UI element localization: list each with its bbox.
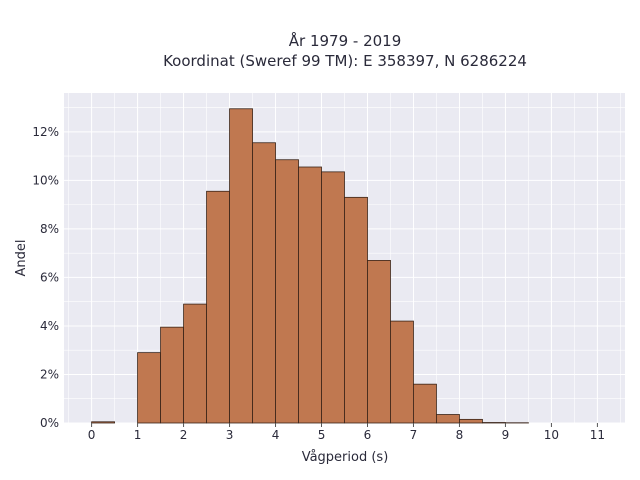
x-tick-label: 2 — [180, 428, 188, 442]
chart-title: År 1979 - 2019 — [289, 31, 402, 50]
x-tick-label: 11 — [590, 428, 605, 442]
histogram-bar — [459, 418, 483, 424]
histogram-bar — [229, 108, 253, 424]
histogram-bar — [298, 166, 322, 424]
bars — [91, 108, 529, 424]
y-axis-label: Andel — [14, 240, 29, 277]
x-tick-label: 4 — [272, 428, 280, 442]
histogram-bar — [390, 320, 414, 424]
histogram-bar — [413, 383, 437, 424]
y-axis-ticks: 0% 2% 4% 6% 8% 10% 12% — [32, 125, 59, 430]
y-tick-label: 2% — [40, 367, 59, 381]
x-tick-label: 3 — [226, 428, 234, 442]
x-tick-label: 1 — [134, 428, 142, 442]
x-axis-label: Vågperiod (s) — [302, 450, 389, 465]
histogram-bar — [321, 171, 345, 424]
y-tick-label: 4% — [40, 319, 59, 333]
histogram-bar — [436, 414, 460, 424]
y-tick-label: 6% — [40, 270, 59, 284]
histogram-bar — [367, 260, 391, 424]
x-tick-label: 7 — [410, 428, 418, 442]
x-tick-label: 6 — [364, 428, 372, 442]
histogram-bar — [275, 159, 299, 424]
y-tick-label: 12% — [32, 125, 59, 139]
y-tick-label: 10% — [32, 173, 59, 187]
x-tick-label: 10 — [544, 428, 559, 442]
x-tick-label: 0 — [88, 428, 96, 442]
y-tick-label: 8% — [40, 222, 59, 236]
histogram-bar — [183, 303, 207, 424]
histogram-bar — [344, 196, 368, 424]
histogram-bar — [252, 142, 276, 424]
x-axis-ticks: 0 1 2 3 4 5 6 7 8 9 10 11 — [88, 423, 605, 442]
y-tick-label: 0% — [40, 416, 59, 430]
x-tick-label: 9 — [502, 428, 510, 442]
histogram-bar — [160, 326, 184, 424]
x-tick-label: 5 — [318, 428, 326, 442]
histogram-bar — [91, 421, 115, 424]
histogram-bar — [206, 190, 230, 424]
chart-subtitle: Koordinat (Sweref 99 TM): E 358397, N 62… — [163, 52, 527, 70]
x-tick-label: 8 — [456, 428, 464, 442]
histogram-bar — [137, 352, 161, 424]
